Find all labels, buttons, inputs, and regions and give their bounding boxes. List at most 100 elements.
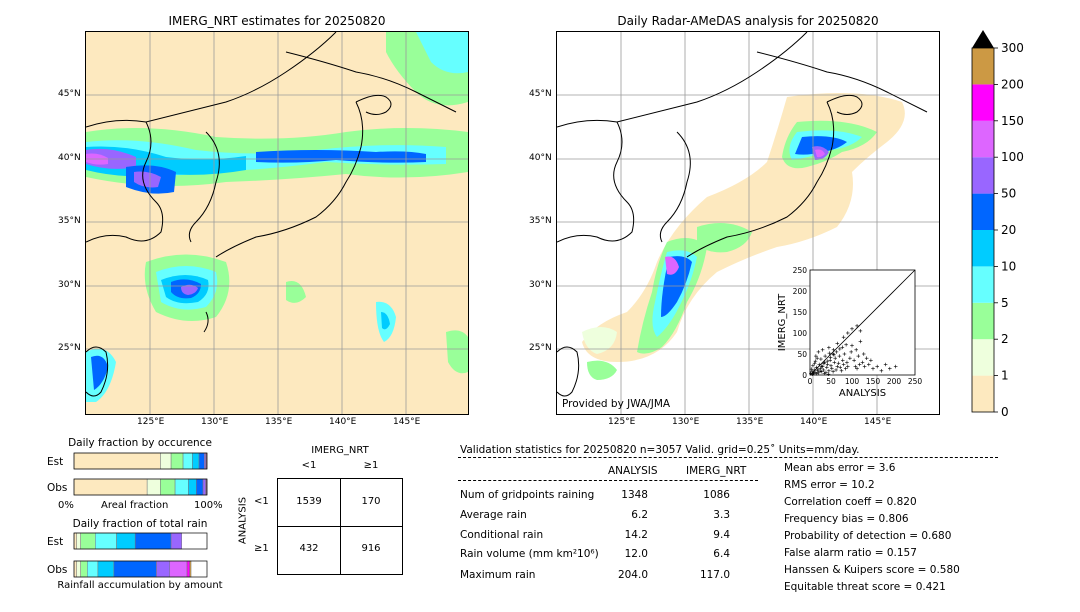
total-rain-chart: Est Obs: [40, 531, 240, 581]
scatter-point: [816, 371, 821, 375]
validation-row-analysis: 14.2: [624, 529, 648, 541]
scatter-point: [850, 343, 854, 348]
bar-segment: [186, 560, 190, 578]
validation-row-analysis: 6.2: [631, 509, 648, 521]
colorbar-tick-label: 2: [1001, 332, 1009, 346]
scatter-point: [811, 370, 816, 374]
colorbar-tick-label: 300: [1001, 41, 1024, 55]
scatter-point: [857, 362, 862, 367]
total-rain-xlabel: Rainfall accumulation by amount: [57, 580, 223, 591]
scatter-point: [827, 351, 832, 355]
bar-frame: [73, 532, 208, 550]
left-map-panel: [85, 31, 469, 415]
scatter-point: [829, 363, 833, 368]
bar-segment: [169, 560, 188, 578]
scatter-point: [839, 369, 844, 373]
scatter-plot: 0 50 100 150 200 250 0 50 100 150 200 250 ANALYSIS IM…: [777, 266, 923, 399]
validation-row-label: Average rain: [460, 509, 527, 521]
scatter-point: [811, 363, 815, 368]
scatter-point: [824, 370, 828, 375]
validation-row-imerg: 6.4: [713, 548, 730, 560]
scatter-point: [844, 342, 848, 347]
right-map-title: Daily Radar-AMeDAS analysis for 20250820: [617, 14, 879, 28]
contingency-row-label-1: ≥1: [254, 543, 269, 554]
left-rain-field: [86, 32, 468, 402]
bar-segment: [76, 560, 81, 578]
validation-col-analysis: ANALYSIS: [608, 465, 658, 477]
colorbar-segment: [972, 193, 994, 230]
scatter-point: [818, 369, 822, 374]
score-line: Equitable threat score = 0.421: [784, 581, 946, 593]
scatter-point: [836, 361, 841, 366]
scatter-xtick-label: 250: [908, 377, 923, 386]
colorbar-segment: [972, 302, 994, 340]
colorbar-tick-label: 100: [1001, 150, 1024, 164]
contingency-cell: 1539: [296, 496, 322, 507]
scatter-point: [818, 366, 823, 371]
scatter-point: [835, 364, 840, 369]
scatter-point: [838, 347, 842, 351]
colorbar-tick-label: 20: [1001, 223, 1016, 237]
left-lat-label: 45°N: [58, 89, 81, 99]
left-lon-label: 135°E: [265, 417, 293, 427]
scatter-xtick-label: 100: [845, 377, 860, 386]
validation-row-analysis: 1348: [621, 489, 648, 501]
scatter-xtick-label: 50: [826, 377, 836, 386]
scatter-point: [812, 361, 817, 366]
scatter-point: [855, 324, 859, 328]
scatter-point: [843, 366, 848, 371]
score-line: RMS error = 10.2: [784, 479, 875, 491]
colorbar-segment: [972, 120, 994, 158]
bar-segment: [87, 560, 99, 578]
scatter-point: [830, 366, 834, 371]
scatter-point: [838, 365, 843, 370]
bar-segment: [97, 560, 115, 578]
scatter-point: [893, 364, 898, 369]
right-map-svg: [557, 32, 939, 414]
scatter-xtick-label: 150: [866, 377, 881, 386]
scatter-point: [815, 369, 820, 373]
scatter-point: [883, 362, 888, 367]
scatter-point: [832, 360, 837, 365]
scatter-ytick-label: 200: [793, 287, 808, 296]
scatter-point: [822, 371, 827, 376]
scatter-inset: 0 50 100 150 200 250 0 50 100 150 200 250 ANALYSIS IM…: [770, 262, 930, 404]
bar-segment: [156, 560, 171, 578]
bar-segment: [113, 560, 157, 578]
scatter-point: [814, 371, 819, 376]
scatter-point: [826, 372, 831, 376]
scatter-point: [869, 358, 873, 363]
scatter-point: [827, 369, 831, 373]
scatter-point: [855, 366, 859, 371]
scatter-point: [848, 356, 852, 360]
scatter-point: [831, 369, 835, 374]
contingency-title: IMERG_NRT: [311, 445, 369, 456]
scatter-point: [854, 348, 858, 352]
scatter-xtick-label: 200: [887, 377, 902, 386]
colorbar-extend-arrow: [972, 30, 994, 48]
right-lat-label: 25°N: [529, 343, 552, 353]
right-lon-label: 135°E: [736, 417, 764, 427]
colorbar-segment: [972, 230, 994, 267]
bar-segment: [160, 478, 176, 496]
scatter-point: [845, 360, 849, 365]
bar-category-label: Obs: [47, 482, 67, 494]
bar-segment: [170, 532, 182, 550]
validation-row-imerg: 1086: [703, 489, 730, 501]
occurence-xlabel-left: 0%: [58, 500, 74, 511]
scatter-point: [809, 371, 813, 376]
scatter-point: [867, 362, 871, 367]
bar-segment: [73, 478, 148, 496]
scatter-point: [842, 352, 847, 356]
scatter-point: [820, 348, 825, 352]
validation-row-label: Num of gridpoints raining: [460, 489, 595, 501]
bar-segment: [160, 452, 172, 470]
contingency-cell: 432: [299, 543, 319, 554]
bar-segment: [146, 478, 161, 496]
right-rain-field: [582, 93, 905, 380]
colorbar: 0 1 2 5 10 20 50 100 150 200 300: [960, 28, 1030, 419]
validation-row-imerg: 9.4: [713, 529, 730, 541]
scatter-point: [817, 362, 822, 367]
occurence-chart: Est Obs: [40, 450, 240, 512]
right-lon-label: 145°E: [864, 417, 892, 427]
